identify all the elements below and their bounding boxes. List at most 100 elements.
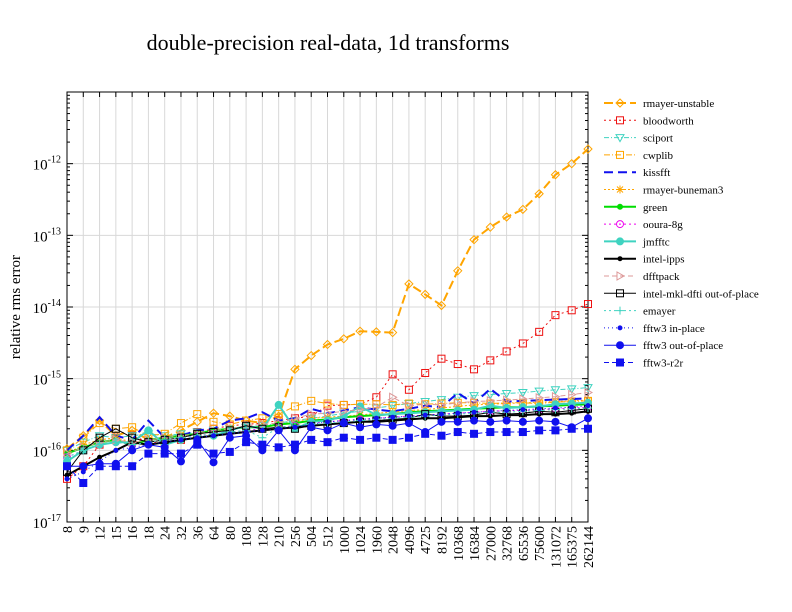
data-point [617, 256, 623, 262]
data-point [616, 150, 624, 159]
x-tick-label: 131072 [549, 526, 564, 568]
data-point [534, 387, 545, 397]
x-tick-label: 18 [142, 526, 157, 540]
x-tick-label: 504 [305, 526, 320, 547]
data-point [209, 417, 218, 426]
data-point [176, 457, 185, 466]
data-point [225, 447, 234, 456]
data-point [453, 402, 462, 411]
x-tick-label: 210 [273, 526, 288, 547]
data-point [567, 306, 576, 315]
data-point [372, 420, 381, 429]
data-point [64, 476, 70, 482]
x-tick-label: 32768 [501, 526, 516, 561]
legend-entry: emayer [604, 306, 676, 318]
data-point [63, 462, 71, 471]
data-point [519, 394, 528, 404]
data-point [535, 327, 544, 336]
x-tick-label: 2048 [387, 526, 402, 554]
data-point [323, 438, 332, 447]
x-tick-label: 512 [322, 526, 337, 547]
data-point [144, 449, 153, 458]
data-point [551, 417, 560, 426]
data-point [193, 410, 202, 419]
data-point [568, 389, 577, 400]
data-point [470, 416, 479, 425]
data-point [470, 396, 480, 407]
data-point [617, 325, 623, 331]
x-tick-label: 32 [175, 526, 190, 540]
data-point [79, 479, 88, 488]
legend-label: ooura-8g [643, 219, 683, 231]
data-point [585, 403, 591, 409]
x-tick-label: 15 [110, 526, 125, 540]
legend-label: green [643, 202, 668, 214]
x-tick-label: 262144 [582, 526, 597, 568]
data-point [422, 412, 428, 418]
data-point [322, 339, 333, 350]
legend-label: intel-ipps [643, 254, 685, 266]
data-point [225, 433, 234, 442]
data-point [469, 392, 479, 401]
x-tick-label: 9 [77, 526, 92, 533]
data-point [176, 419, 185, 428]
data-point [160, 449, 169, 458]
series-line [66, 303, 589, 480]
data-point [176, 449, 185, 458]
data-point [615, 98, 625, 108]
data-point [569, 404, 575, 410]
legend-label: intel-mkl-dfti out-of-place [643, 288, 759, 300]
data-point [405, 400, 414, 411]
data-point [502, 416, 511, 425]
data-point [144, 440, 153, 449]
data-point [390, 414, 396, 420]
data-point [209, 449, 218, 458]
data-point [552, 405, 558, 411]
data-point [258, 419, 268, 430]
data-point [551, 391, 561, 402]
data-point [208, 408, 219, 418]
y-tick-label: 10-15 [33, 370, 61, 389]
data-point [193, 440, 202, 449]
data-point [584, 387, 594, 398]
data-point [616, 271, 626, 281]
data-point [567, 158, 577, 169]
data-point [406, 413, 412, 419]
legend-label: cwplib [643, 150, 673, 162]
x-tick-label: 80 [224, 526, 239, 540]
data-point [501, 390, 512, 399]
data-point [584, 414, 592, 423]
legend-entry: fftw3-r2r [604, 358, 683, 370]
x-tick-label: 24 [159, 526, 174, 540]
data-point [615, 134, 625, 143]
legend-entry: intel-ipps [604, 254, 685, 266]
series-line [66, 399, 589, 455]
data-point [128, 446, 137, 455]
x-tick-label: 16 [126, 526, 141, 540]
x-tick-label: 1960 [370, 526, 385, 554]
data-point [324, 408, 333, 419]
legend-label: emayer [643, 306, 676, 318]
data-point [583, 144, 593, 154]
data-point [325, 419, 330, 425]
data-point [79, 462, 88, 471]
data-point [485, 391, 496, 400]
data-point [616, 289, 624, 298]
data-point [453, 417, 462, 426]
data-point [584, 424, 592, 433]
data-point [404, 279, 414, 289]
data-point [518, 417, 527, 426]
data-point [567, 424, 576, 433]
chart-title: double-precision real-data, 1d transform… [147, 30, 510, 55]
data-point [307, 409, 317, 419]
data-point [453, 428, 462, 437]
data-point [339, 400, 348, 409]
data-point [356, 423, 365, 432]
x-tick-label: 27000 [484, 526, 499, 561]
data-point [616, 116, 624, 125]
data-point [437, 431, 446, 440]
data-point [455, 410, 461, 416]
data-point [339, 334, 349, 344]
data-point [128, 423, 137, 432]
